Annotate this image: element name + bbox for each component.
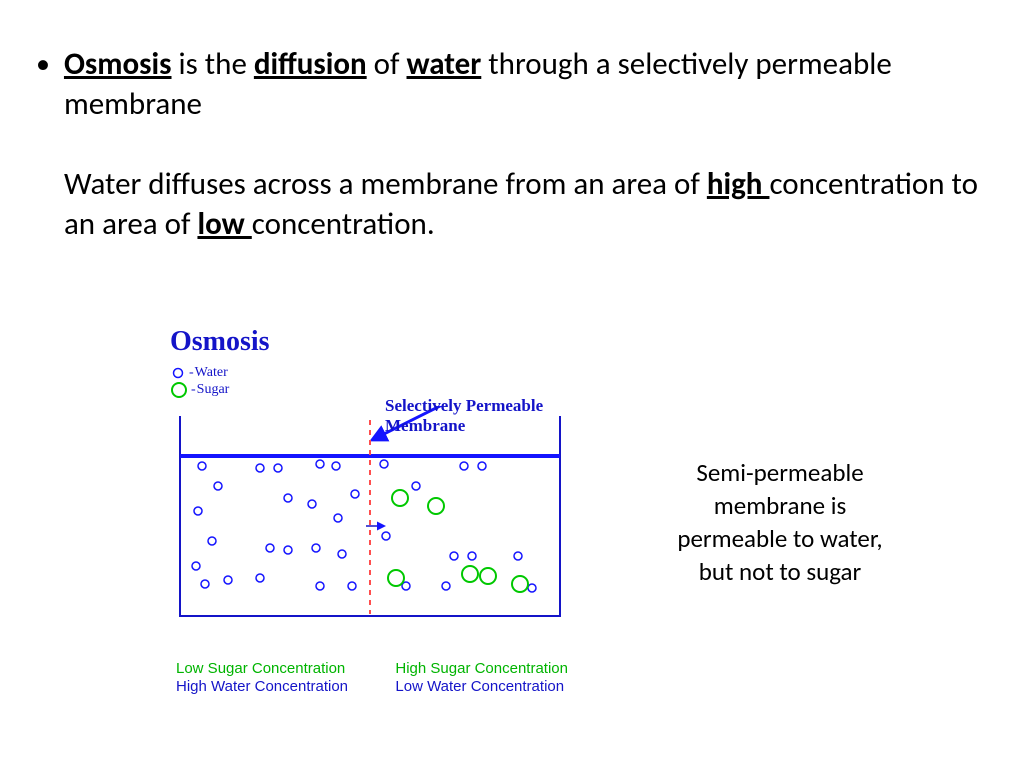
figure-legend: -Water -Sugar [170,364,590,398]
particle [428,498,444,514]
particle [388,570,404,586]
particle [284,546,292,554]
particle [450,552,458,560]
slide: • Osmosis is the diffusion of water thro… [0,0,1024,768]
bullet-line-1: Osmosis is the diffusion of water throug… [64,44,988,124]
particle [412,482,420,490]
particle [528,584,536,592]
particle [198,462,206,470]
particle [192,562,200,570]
figure-title: Osmosis [170,326,590,358]
particle [512,576,528,592]
particle [201,580,209,588]
particle [338,550,346,558]
particle [348,582,356,590]
particle [351,490,359,498]
particle [208,537,216,545]
caption-right-bot: Low Water Concentration [395,678,568,696]
particle [460,462,468,470]
particle [284,494,292,502]
particle [332,462,340,470]
particle [308,500,316,508]
particle [214,482,222,490]
caption-left-top: Low Sugar Concentration [176,660,348,678]
particle [312,544,320,552]
particle [514,552,522,560]
particle [380,460,388,468]
particle [468,552,476,560]
sugar-key-icon [170,381,188,399]
particle [194,507,202,515]
caption-right-top: High Sugar Concentration [395,660,568,678]
legend-sugar-label: Sugar [197,382,230,398]
water-left-group [192,460,359,590]
bullet-marker: • [36,44,64,84]
water-key-icon [170,365,186,381]
particle [266,544,274,552]
figure-captions: Low Sugar Concentration High Water Conce… [176,660,568,696]
particle [256,574,264,582]
container-svg [170,406,580,656]
bullet-block: • Osmosis is the diffusion of water thro… [36,44,988,244]
particle [316,460,324,468]
sugar-right-group [388,490,528,592]
particle [274,464,282,472]
osmosis-figure: Osmosis -Water -Sugar Selectively Permea… [170,326,590,696]
water-right-group [380,460,536,592]
particle [392,490,408,506]
legend-water: -Water [170,364,590,381]
particle [382,532,390,540]
bullet-line-2: Water diffuses across a membrane from an… [64,164,988,244]
particle [478,462,486,470]
particle [462,566,478,582]
particle [224,576,232,584]
caption-left-bot: High Water Concentration [176,678,348,696]
container-border [180,416,560,616]
particle [442,582,450,590]
particle [334,514,342,522]
caption-left: Low Sugar Concentration High Water Conce… [176,660,348,696]
particle [480,568,496,584]
legend-water-label: Water [195,365,228,381]
particle [256,464,264,472]
side-note: Semi-permeable membrane is permeable to … [670,456,890,588]
membrane-label: Selectively Permeable Membrane [385,396,590,436]
particle [316,582,324,590]
caption-right: High Sugar Concentration Low Water Conce… [395,660,568,696]
